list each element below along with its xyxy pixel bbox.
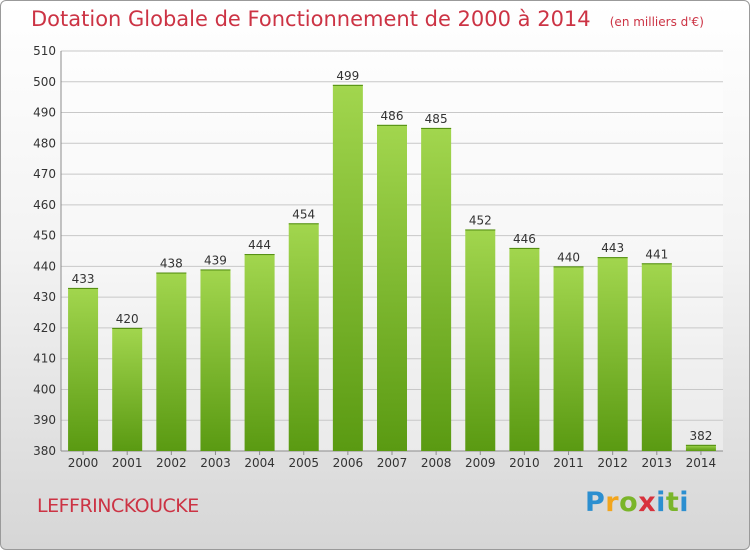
logo-letter: x [638,487,657,518]
x-tick-label: 2013 [642,456,673,470]
x-tick-label: 2001 [112,456,143,470]
logo-letter: o [619,487,639,518]
y-tick-label: 510 [33,44,56,58]
y-tick-label: 500 [33,75,56,89]
data-label: 485 [425,112,448,126]
bar-top-edge [685,444,716,446]
bar-top-edge [332,84,363,86]
data-label: 440 [557,250,580,264]
x-tick-label: 2010 [509,456,540,470]
bar-top-edge [597,257,628,259]
bar-top-edge [156,272,187,274]
x-tick-label: 2007 [377,456,408,470]
x-tick-label: 2004 [244,456,275,470]
bar-2006 [332,84,363,451]
x-tick-label: 2003 [200,456,231,470]
y-tick-label: 430 [33,290,56,304]
commune-name: LEFFRINCKOUCKE [37,495,199,517]
y-tick-label: 480 [33,136,56,150]
bar-2000 [68,287,99,451]
bar-2014 [685,444,716,451]
x-tick-label: 2011 [553,456,584,470]
bar-top-edge [377,124,407,126]
logo-letter: t [665,487,680,518]
bar-top-edge [288,223,319,225]
bar-2003 [200,269,231,451]
data-label: 382 [689,429,712,443]
y-tick-label: 490 [33,106,56,120]
bar-2013 [641,263,672,451]
bar-2002 [156,272,187,451]
bar-top-edge [68,287,99,289]
y-tick-label: 410 [33,352,56,366]
logo-letter: i [656,487,666,518]
data-label: 454 [292,207,315,221]
x-tick-label: 2008 [421,456,452,470]
bar-top-edge [200,269,231,271]
bar-2005 [288,223,319,451]
bar-2011 [553,266,584,451]
x-tick-label: 2000 [68,456,99,470]
y-tick-label: 450 [33,229,56,243]
data-label: 443 [601,241,624,255]
y-tick-label: 440 [33,259,56,273]
logo-letter: i [679,487,690,518]
y-tick-label: 380 [33,444,56,458]
data-label: 438 [160,257,183,271]
data-label: 444 [248,238,271,252]
x-tick-label: 2005 [288,456,319,470]
y-tick-label: 400 [33,382,56,396]
bar-2004 [244,254,275,451]
x-tick-label: 2009 [465,456,496,470]
logo-letter: r [605,487,620,518]
y-tick-label: 420 [33,321,56,335]
bar-2010 [509,247,540,451]
chart-title: Dotation Globale de Fonctionnement de 20… [31,7,591,31]
bar-top-edge [641,263,672,265]
data-label: 441 [645,247,668,261]
title-line: Dotation Globale de Fonctionnement de 20… [31,7,704,31]
bar-2007 [377,124,407,451]
bar-2012 [597,257,628,451]
x-tick-label: 2014 [686,456,717,470]
bar-top-edge [112,327,143,329]
data-label: 439 [204,253,227,267]
x-tick-label: 2012 [597,456,628,470]
chart-unit-note: (en milliers d'€) [609,15,704,29]
data-label: 486 [381,109,404,123]
bar-top-edge [421,127,452,129]
data-label: 433 [72,272,95,286]
logo-letter: P [585,487,606,518]
y-tick-label: 460 [33,198,56,212]
data-label: 420 [116,312,139,326]
bar-top-edge [244,254,275,256]
data-label: 452 [469,213,492,227]
x-tick-label: 2002 [156,456,187,470]
bar-top-edge [509,247,540,249]
bar-2001 [112,327,143,451]
bar-2009 [465,229,496,451]
data-label: 499 [336,69,359,83]
bar-top-edge [465,229,496,231]
y-tick-label: 390 [33,413,56,427]
proxiti-logo: Proxiti [585,487,689,518]
x-tick-label: 2006 [333,456,364,470]
y-tick-label: 470 [33,167,56,181]
data-label: 446 [513,232,536,246]
bar-2008 [421,127,452,451]
bar-top-edge [553,266,584,268]
